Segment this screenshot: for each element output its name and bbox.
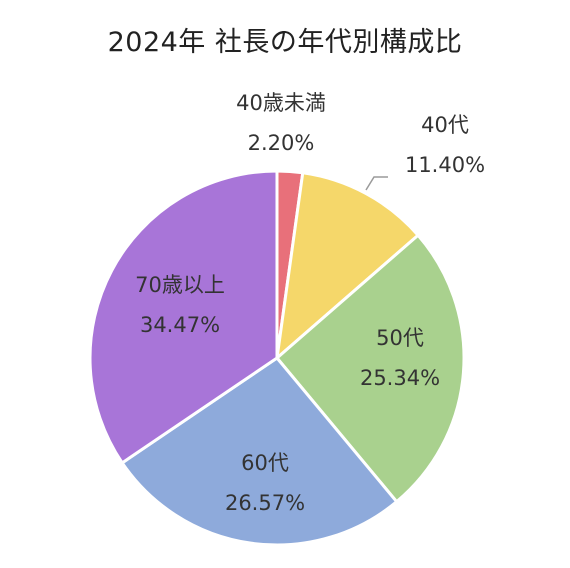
slice-label-1: 40歳未満 [236,91,326,115]
slice-label-2: 40代 [421,113,469,137]
slice-value-3: 25.34% [360,366,440,390]
slice-label-5: 70歳以上 [135,273,225,297]
slice-value-2: 11.40% [405,153,485,177]
pie-slice-2 [275,171,420,360]
slice-value-5: 34.47% [140,313,220,337]
pie-slice-3 [275,233,466,504]
slice-label-4: 60代 [241,451,289,475]
pie-slice-4 [120,356,399,547]
slice-label-3: 50代 [376,326,424,350]
slice-value-4: 26.57% [225,491,305,515]
pie-slice-5 [88,169,279,465]
chart-title: 2024年 社長の年代別構成比 [107,27,463,58]
slice-value-1: 2.20% [248,131,315,155]
leader-line-40s [365,176,388,191]
